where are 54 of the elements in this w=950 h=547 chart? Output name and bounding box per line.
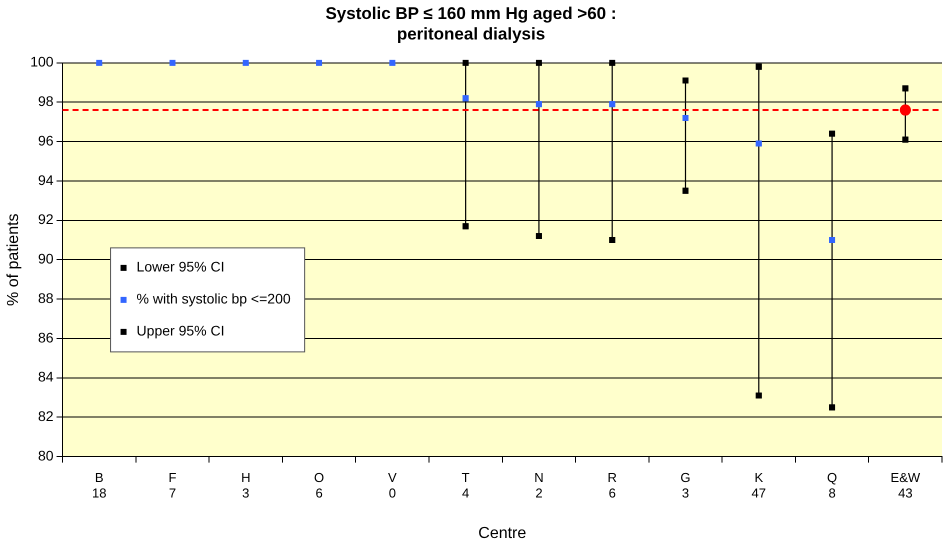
- x-tick-label: F 7: [168, 470, 177, 501]
- x-tick-label: K 47: [752, 470, 766, 501]
- point: [242, 60, 249, 66]
- point: [756, 64, 762, 70]
- point: [609, 101, 616, 108]
- y-tick-label: 84: [38, 368, 54, 385]
- y-axis-title: % of patients: [5, 213, 22, 306]
- x-tick-label: G 3: [680, 470, 691, 501]
- point: [389, 60, 396, 66]
- point: [462, 95, 469, 102]
- point: [829, 404, 836, 410]
- point: [682, 114, 688, 121]
- point: [829, 130, 836, 137]
- y-tick-label: 82: [38, 408, 54, 424]
- chart-title: Systolic BP ≤ 160 mm Hg aged >60 : peritoneal dialysis: [325, 4, 617, 44]
- y-tick-label: 96: [38, 132, 54, 148]
- point: [756, 392, 762, 399]
- x-tick-label: H 3: [241, 470, 250, 501]
- point: [829, 237, 836, 243]
- point: [609, 237, 616, 243]
- legend-label: Upper 95% CI: [136, 322, 224, 339]
- y-tick-label: 92: [38, 211, 54, 228]
- x-tick-label: V 0: [388, 470, 398, 501]
- point: [462, 223, 469, 230]
- point: [609, 60, 616, 66]
- y-tick-label: 86: [38, 329, 54, 346]
- y-tick-label: 80: [38, 447, 54, 464]
- y-tick-label: 98: [38, 93, 54, 110]
- point: [96, 60, 102, 66]
- x-tick-label: B 18: [92, 470, 106, 501]
- point: [170, 60, 176, 66]
- point: [682, 188, 688, 194]
- point: [756, 140, 762, 147]
- y-tick-label: 90: [38, 250, 54, 267]
- x-tick-label: T 4: [462, 470, 470, 501]
- x-tick-label: N 2: [534, 470, 544, 501]
- legend-label: % with systolic bp <=200: [136, 290, 291, 307]
- point: [902, 85, 908, 92]
- point: [536, 101, 542, 108]
- point: [536, 60, 542, 66]
- x-tick-label: O 6: [314, 470, 324, 501]
- legend-label: Lower 95% CI: [136, 258, 224, 275]
- point: [462, 60, 469, 66]
- y-tick-label: 94: [38, 172, 54, 188]
- x-tick-label: R 6: [608, 470, 617, 501]
- x-tick-label: Q 8: [827, 470, 838, 501]
- point: [536, 233, 542, 240]
- point: [902, 136, 908, 143]
- point: [682, 78, 688, 84]
- point: [316, 60, 322, 66]
- x-axis-title: Centre: [478, 524, 526, 542]
- y-tick-label: 88: [38, 290, 54, 306]
- x-tick-label: E&W 43: [890, 470, 921, 501]
- y-tick-label: 100: [30, 54, 54, 70]
